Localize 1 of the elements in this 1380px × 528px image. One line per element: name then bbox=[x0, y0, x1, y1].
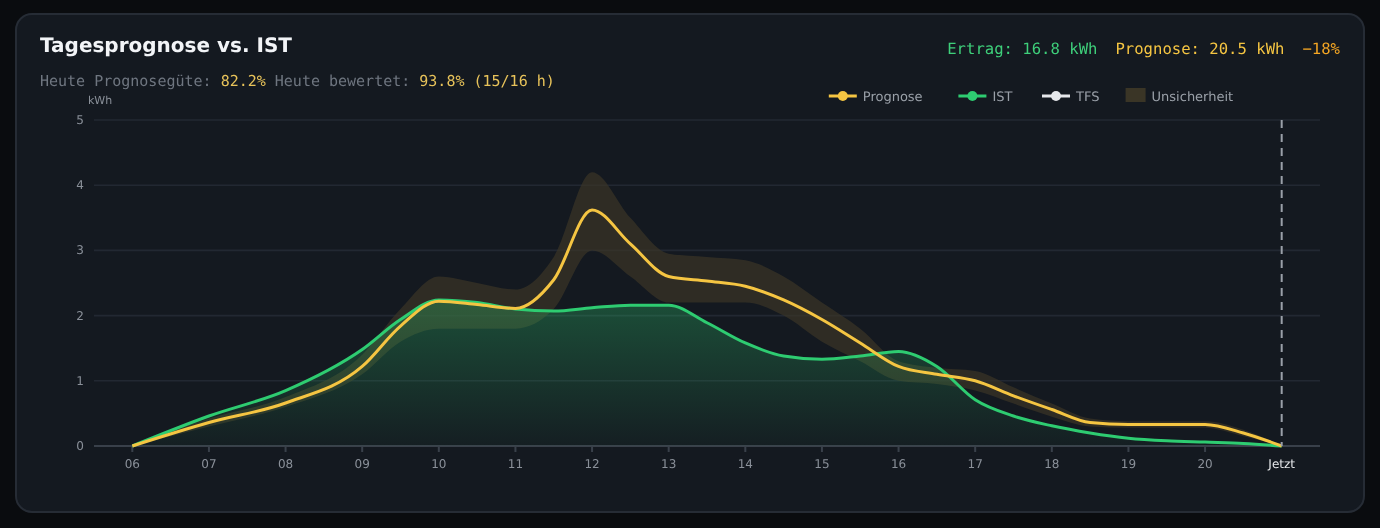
chart-title: Tagesprognose vs. IST bbox=[40, 36, 293, 58]
